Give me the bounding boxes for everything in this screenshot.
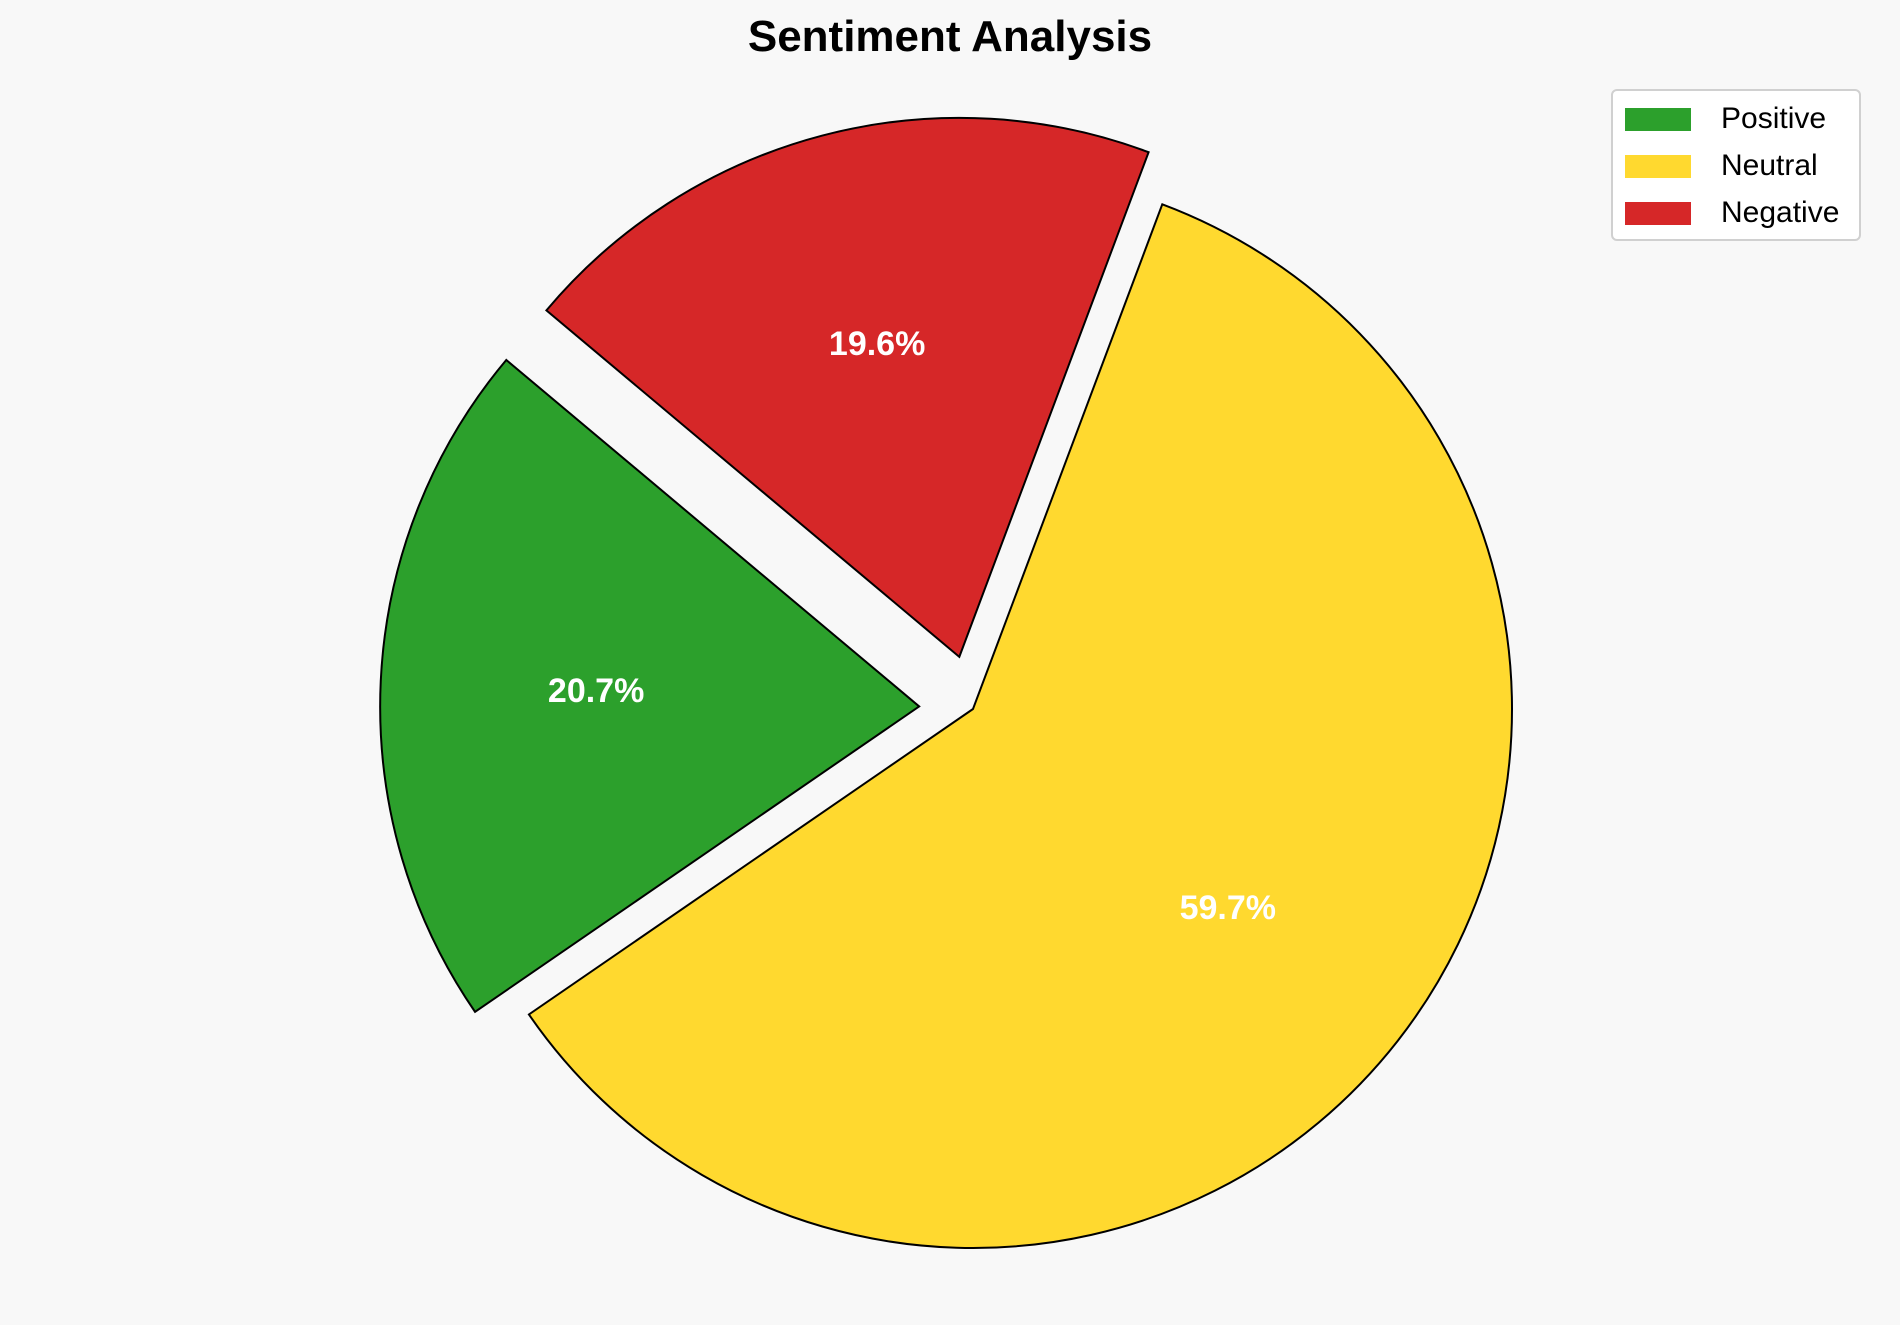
legend-label: Neutral xyxy=(1721,149,1818,182)
slice-label-negative: 19.6% xyxy=(829,325,925,363)
pie-slice-negative xyxy=(544,116,1150,659)
legend-swatch xyxy=(1625,154,1691,178)
legend: Positive Neutral Negative xyxy=(1611,89,1861,241)
pie-slice-neutral xyxy=(527,203,1513,1249)
chart-title: Sentiment Analysis xyxy=(747,12,1153,61)
legend-label: Positive xyxy=(1721,102,1827,135)
slice-label-neutral: 59.7% xyxy=(1180,889,1276,927)
legend-swatch xyxy=(1625,107,1691,131)
legend-item-negative: Negative xyxy=(1625,193,1839,233)
slice-label-positive: 20.7% xyxy=(548,672,644,710)
legend-label: Negative xyxy=(1721,196,1840,229)
legend-item-positive: Positive xyxy=(1625,99,1826,139)
pie-slice-positive xyxy=(379,358,921,1014)
legend-swatch xyxy=(1625,201,1691,225)
legend-item-neutral: Neutral xyxy=(1625,146,1818,186)
